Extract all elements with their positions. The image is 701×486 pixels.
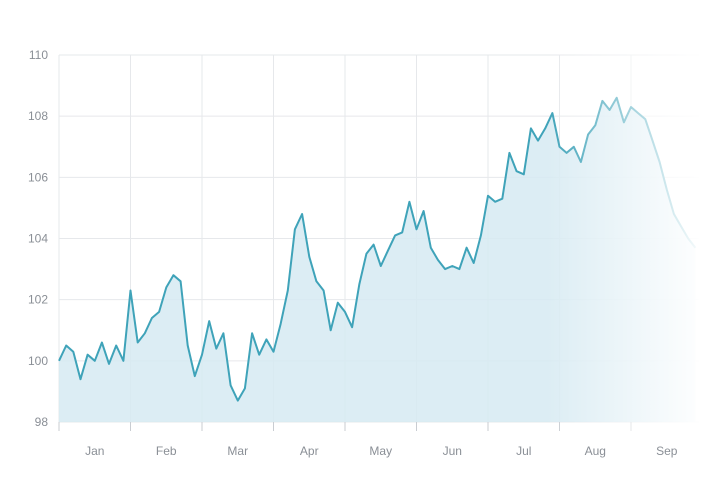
x-tick-label-jul: Jul: [516, 444, 531, 458]
x-tick-label-jan: Jan: [85, 444, 104, 458]
label-layer: 98 100 102 104 106 108 110 Jan Feb Mar Apr May Jun Ju…: [28, 48, 678, 458]
x-tick-label-jun: Jun: [443, 444, 462, 458]
y-tick-label-108: 108: [28, 109, 48, 123]
y-tick-label-110: 110: [29, 48, 48, 62]
x-tick-label-sep: Sep: [656, 444, 678, 458]
y-tick-label-102: 102: [28, 293, 48, 307]
x-tick-label-apr: Apr: [300, 444, 319, 458]
y-tick-label-106: 106: [28, 170, 48, 184]
x-tick-label-aug: Aug: [585, 444, 606, 458]
y-tick-label-100: 100: [28, 354, 48, 368]
y-tick-label-98: 98: [35, 415, 49, 429]
y-tick-label-104: 104: [28, 232, 48, 246]
x-tick-label-feb: Feb: [156, 444, 177, 458]
x-tick-label-mar: Mar: [227, 444, 248, 458]
x-tick-label-may: May: [369, 444, 392, 458]
